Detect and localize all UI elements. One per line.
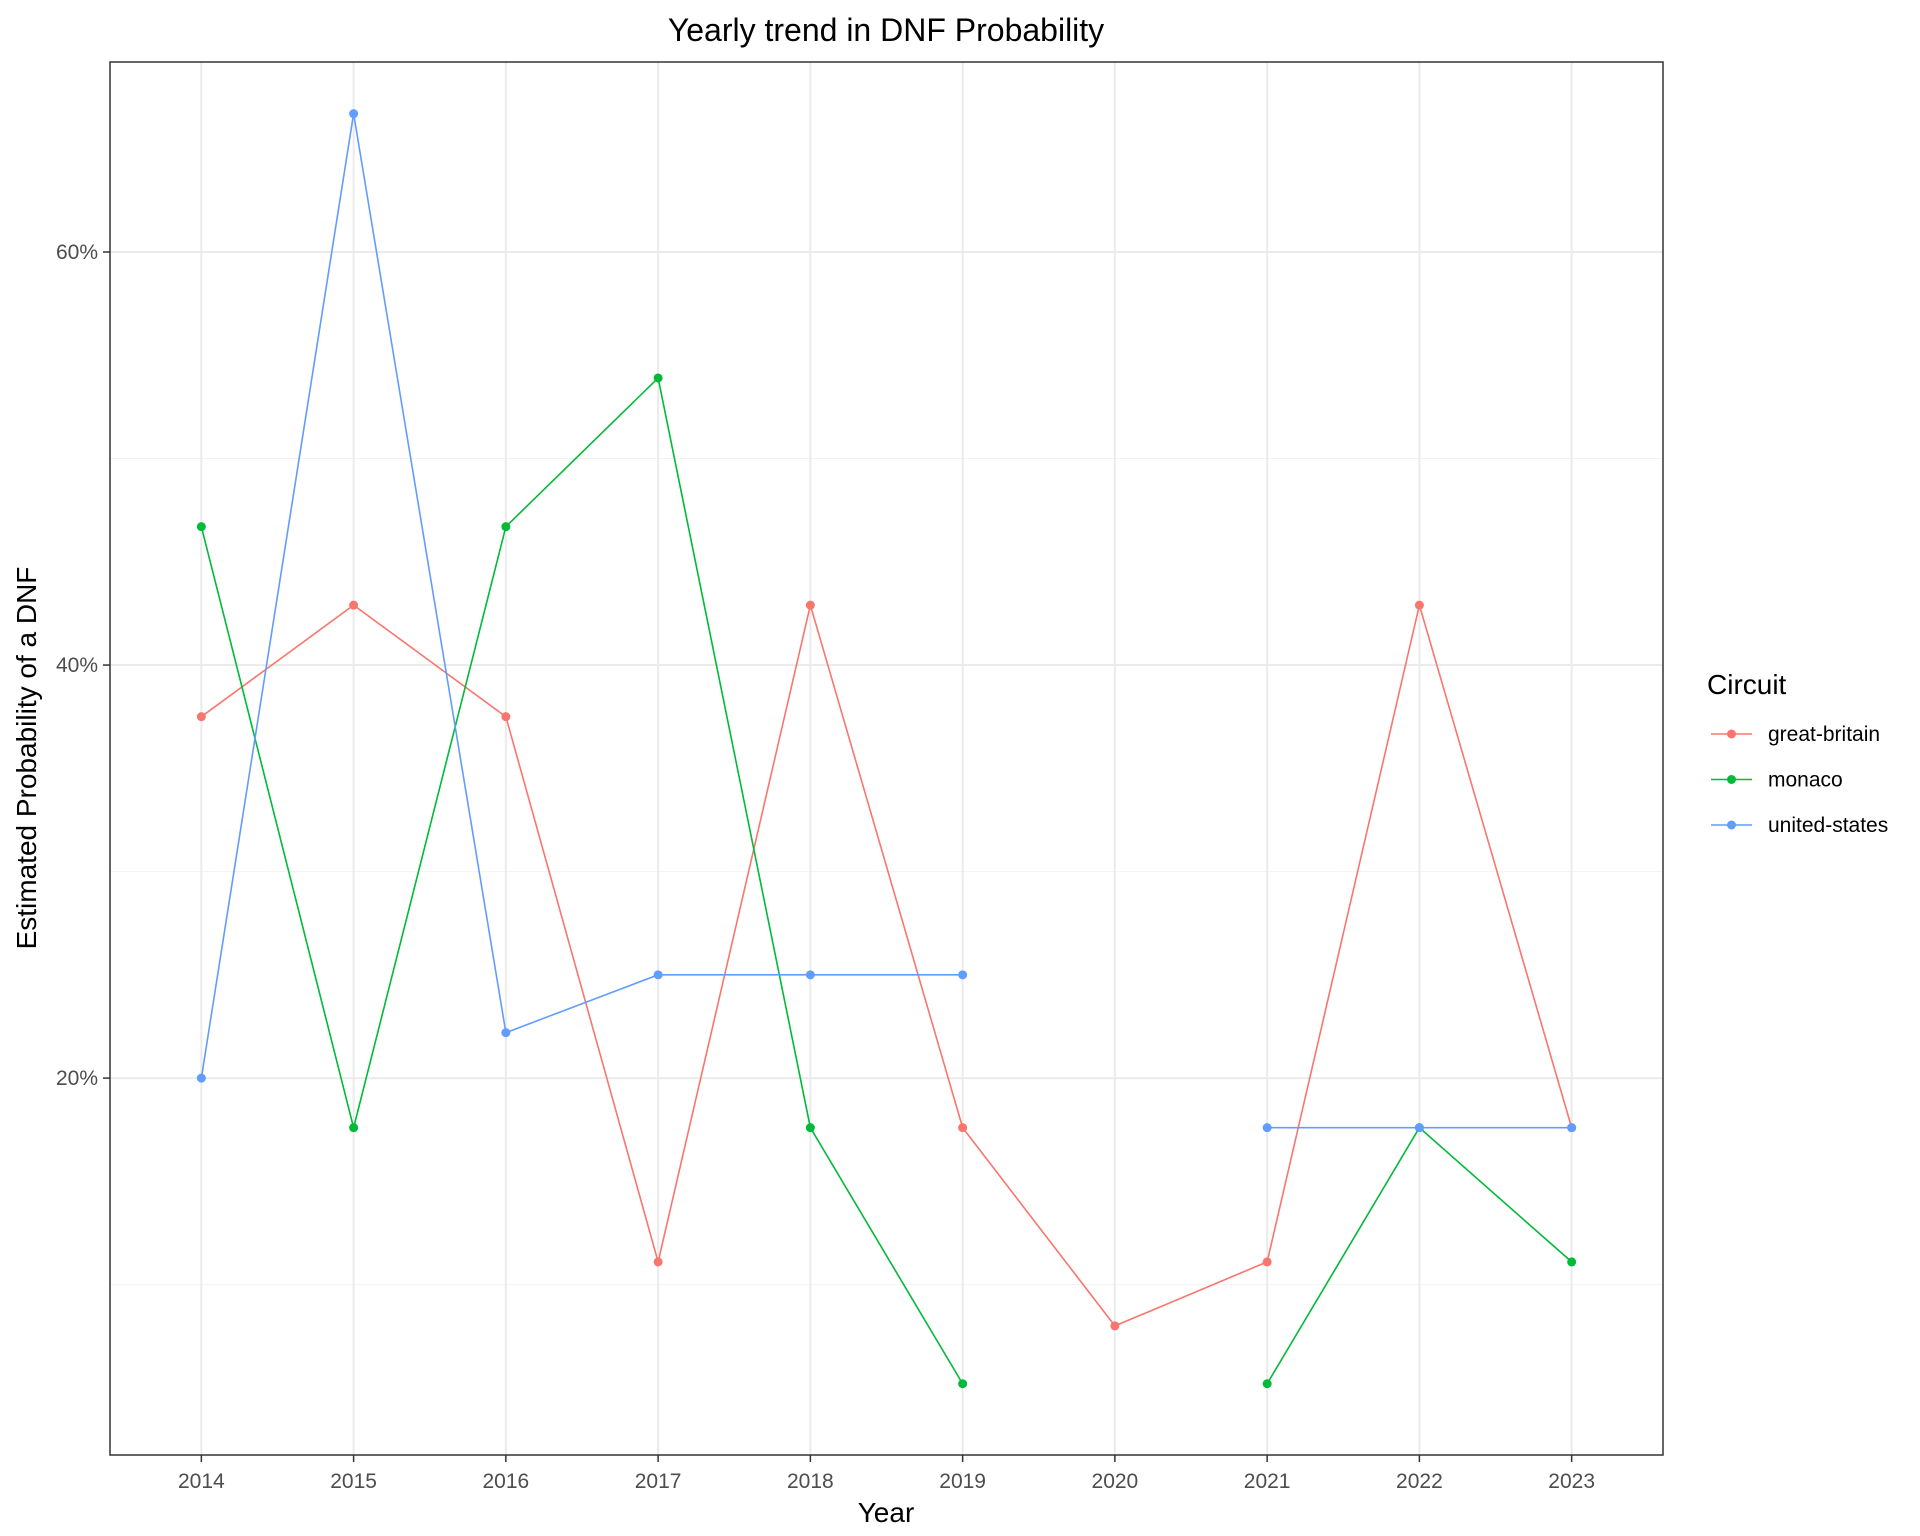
x-axis-title: Year <box>858 1497 915 1528</box>
y-tick-label: 60% <box>56 241 98 264</box>
data-point <box>349 600 359 610</box>
data-point <box>349 1123 359 1133</box>
data-point <box>1262 1257 1272 1267</box>
y-axis-title: Estimated Probability of a DNF <box>11 567 42 950</box>
data-point <box>1414 600 1424 610</box>
panel-border <box>109 61 1664 1456</box>
series-monaco <box>196 373 1577 1389</box>
data-point <box>1110 1321 1120 1331</box>
data-point <box>1414 1123 1424 1133</box>
legend-item-monaco: monaco <box>1711 769 1843 792</box>
data-point <box>653 1257 663 1267</box>
legend-item-united-states: united-states <box>1711 814 1888 837</box>
data-point <box>1262 1123 1272 1133</box>
legend-key-point <box>1727 775 1736 784</box>
data-point <box>653 970 663 980</box>
x-tick-label: 2021 <box>1244 1470 1291 1493</box>
data-point <box>653 373 663 383</box>
x-tick-label: 2023 <box>1548 1470 1595 1493</box>
data-point <box>958 970 968 980</box>
x-tick-label: 2017 <box>635 1470 682 1493</box>
data-point <box>805 600 815 610</box>
x-tick-label: 2019 <box>939 1470 986 1493</box>
y-tick-label: 20% <box>56 1067 98 1090</box>
legend-key-point <box>1727 729 1736 739</box>
chart-title: Yearly trend in DNF Probability <box>668 12 1104 48</box>
data-point <box>958 1379 968 1389</box>
data-point <box>349 109 359 119</box>
series-great-britain <box>196 600 1577 1331</box>
legend-label: united-states <box>1768 814 1888 837</box>
legend-label: monaco <box>1768 769 1843 792</box>
legend-title: Circuit <box>1707 669 1787 700</box>
data-point <box>196 712 206 722</box>
x-tick-label: 2020 <box>1092 1470 1139 1493</box>
data-point <box>501 1028 511 1038</box>
grid <box>110 62 1663 1455</box>
x-tick-label: 2015 <box>330 1470 377 1493</box>
x-tick-label: 2022 <box>1396 1470 1443 1493</box>
data-point <box>1567 1123 1577 1133</box>
legend-key-point <box>1727 820 1736 830</box>
series-line <box>200 601 1573 1327</box>
x-axis: 2014 2015 2016 2017 2018 2019 2020 2021 2022 2023 <box>178 1455 1595 1493</box>
legend-item-great-britain: great-britain <box>1711 723 1880 746</box>
legend: Circuit great-britain monaco united-states <box>1707 669 1888 837</box>
series-line <box>200 376 964 1385</box>
y-tick-label: 40% <box>56 654 98 677</box>
data-point <box>805 970 815 980</box>
x-tick-label: 2014 <box>178 1470 225 1493</box>
data-point <box>196 522 206 532</box>
data-point <box>501 712 511 722</box>
series-line <box>200 113 963 1079</box>
x-tick-label: 2016 <box>483 1470 530 1493</box>
data-point <box>1567 1257 1577 1267</box>
y-axis: 20% 40% 60% <box>56 241 110 1090</box>
data-point <box>805 1123 815 1133</box>
data-point <box>501 522 511 532</box>
series-united-states <box>196 109 1577 1133</box>
data-point <box>1262 1379 1272 1389</box>
series-layer <box>196 109 1577 1389</box>
x-tick-label: 2018 <box>787 1470 834 1493</box>
data-point <box>196 1073 206 1083</box>
legend-label: great-britain <box>1768 723 1880 746</box>
data-point <box>958 1123 968 1133</box>
